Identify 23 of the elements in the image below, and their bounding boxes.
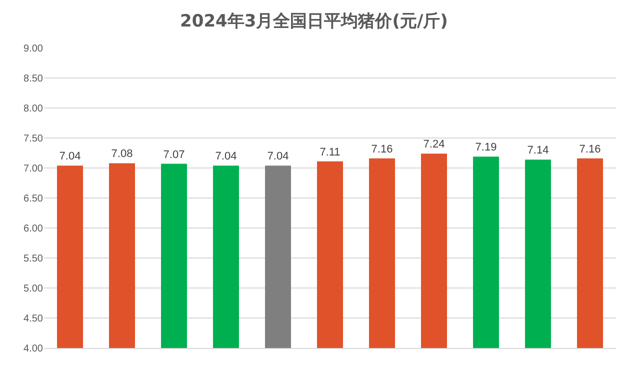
data-label: 7.24 [423,138,445,151]
y-tick-label: 7.50 [24,134,44,144]
data-label: 7.16 [371,143,393,156]
y-tick-label: 8.00 [24,104,44,114]
y-tick-label: 9.00 [24,44,44,54]
y-tick-label: 4.00 [24,344,44,354]
chart-title: 2024年3月全国日平均猪价(元/斤) [180,12,448,32]
y-tick-label: 5.00 [24,284,44,294]
y-tick-label: 7.00 [24,164,44,174]
data-label: 7.04 [215,150,237,163]
data-label: 7.07 [163,148,185,161]
y-tick-label: 6.50 [24,194,44,204]
data-label: 7.04 [59,150,81,163]
y-tick-label: 4.50 [24,314,44,324]
y-tick-label: 6.00 [24,224,44,234]
data-label: 7.14 [527,144,549,157]
y-tick-label: 5.50 [24,254,44,264]
data-label: 7.16 [579,143,601,156]
data-label: 7.04 [267,150,289,163]
data-label: 7.19 [475,142,497,154]
y-tick-label: 8.50 [24,74,44,84]
data-label: 7.08 [111,148,133,160]
data-label: 7.11 [320,146,340,158]
